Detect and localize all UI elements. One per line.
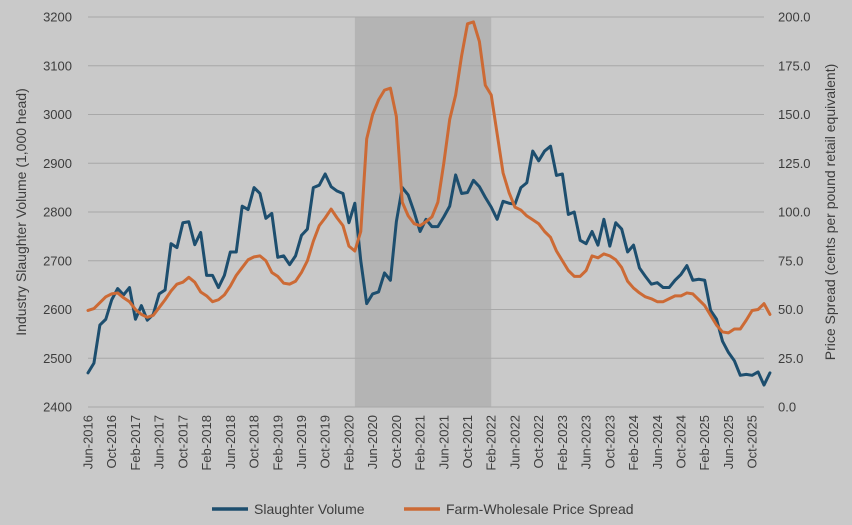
left-tick-label: 3100 — [43, 58, 72, 73]
right-tick-label: 50.0 — [778, 302, 803, 317]
right-tick-label: 200.0 — [778, 10, 811, 25]
x-tick-label: Oct-2017 — [175, 415, 190, 468]
left-tick-label: 3200 — [43, 10, 72, 25]
x-tick-label: Jun-2021 — [436, 415, 451, 469]
left-axis-title: Industry Slaughter Volume (1,000 head) — [13, 88, 29, 336]
x-tick-label: Oct-2023 — [602, 415, 617, 468]
right-tick-label: 175.0 — [778, 58, 811, 73]
left-tick-label: 2500 — [43, 351, 72, 366]
x-tick-label: Jun-2023 — [579, 415, 594, 469]
x-tick-label: Jun-2025 — [721, 415, 736, 469]
x-tick-label: Jun-2016 — [81, 415, 96, 469]
right-tick-label: 100.0 — [778, 205, 811, 220]
left-tick-label: 2700 — [43, 253, 72, 268]
right-tick-label: 75.0 — [778, 253, 803, 268]
left-axis-ticks: 2400 2500 2600 2700 2800 2900 3000 3100 3200 — [43, 10, 72, 415]
x-tick-label: Feb-2022 — [484, 415, 499, 471]
x-axis-ticks: Jun-2016 Oct-2016 Feb-2017 Jun-2017 Oct-2017… — [81, 415, 760, 471]
x-tick-label: Feb-2017 — [128, 415, 143, 471]
x-tick-label: Jun-2022 — [507, 415, 522, 469]
left-tick-label: 3000 — [43, 107, 72, 122]
x-tick-label: Oct-2025 — [745, 415, 760, 468]
x-tick-label: Feb-2025 — [697, 415, 712, 471]
x-tick-label: Jun-2024 — [650, 415, 665, 469]
right-tick-label: 0.0 — [778, 400, 796, 415]
x-tick-label: Feb-2019 — [270, 415, 285, 471]
series-line-slaughter-volume — [86, 144, 772, 387]
x-tick-label: Jun-2018 — [223, 415, 238, 469]
x-tick-label: Jun-2019 — [294, 415, 309, 469]
right-tick-label: 25.0 — [778, 351, 803, 366]
x-tick-label: Feb-2021 — [413, 415, 428, 471]
x-tick-label: Feb-2018 — [199, 415, 214, 471]
x-tick-label: Oct-2016 — [104, 415, 119, 468]
left-tick-label: 2900 — [43, 156, 72, 171]
left-tick-label: 2800 — [43, 205, 72, 220]
x-tick-label: Feb-2020 — [341, 415, 356, 471]
x-tick-label: Oct-2022 — [531, 415, 546, 468]
x-tick-label: Feb-2023 — [555, 415, 570, 471]
legend-label-price-spread: Farm-Wholesale Price Spread — [446, 501, 634, 517]
right-axis-ticks: 0.0 25.0 50.0 75.0 100.0 125.0 150.0 175.0 200.0 — [778, 10, 811, 415]
gridlines — [88, 16, 764, 408]
legend-label-slaughter-volume: Slaughter Volume — [254, 501, 365, 517]
x-tick-label: Jun-2017 — [152, 415, 167, 469]
x-tick-label: Oct-2019 — [318, 415, 333, 468]
right-tick-label: 150.0 — [778, 107, 811, 122]
x-tick-label: Oct-2024 — [673, 415, 688, 468]
right-tick-label: 125.0 — [778, 156, 811, 171]
left-tick-label: 2400 — [43, 400, 72, 415]
legend: Slaughter Volume Farm-Wholesale Price Sp… — [212, 501, 634, 517]
x-tick-label: Oct-2020 — [389, 415, 404, 468]
left-tick-label: 2600 — [43, 302, 72, 317]
x-tick-label: Jun-2020 — [365, 415, 380, 469]
x-tick-label: Feb-2024 — [626, 415, 641, 471]
series-line-price-spread — [86, 20, 772, 335]
right-axis-title: Price Spread (cents per pound retail equ… — [822, 64, 838, 361]
x-tick-label: Oct-2018 — [247, 415, 262, 468]
series-layer — [86, 20, 772, 387]
x-tick-label: Oct-2021 — [460, 415, 475, 468]
